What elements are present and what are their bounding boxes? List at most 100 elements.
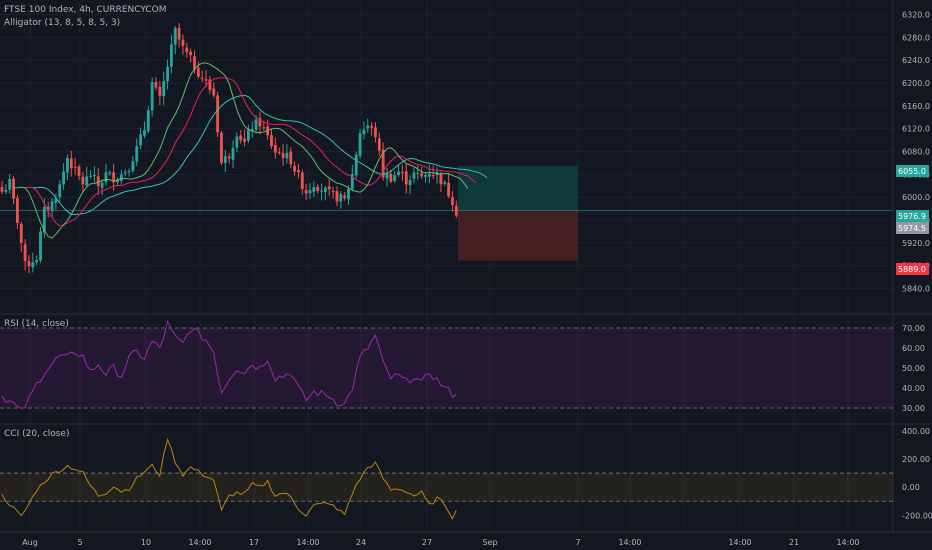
candle-body — [46, 206, 50, 210]
candle-body — [239, 135, 243, 141]
candle-body — [62, 171, 65, 185]
candle-body — [131, 161, 135, 172]
rsi-tick-label: 70.00 — [902, 324, 925, 333]
candle-body — [404, 171, 408, 185]
candle-body — [316, 186, 320, 191]
time-tick-label: 7 — [575, 538, 580, 547]
candle-body — [300, 172, 304, 189]
time-axis[interactable]: Aug 5 10 14:00 17 14:00 24 27 Sep 7 14:00 14:00 21 14… — [22, 538, 859, 547]
price-tick-label: 6280.0 — [902, 33, 930, 42]
candle-body — [42, 207, 46, 233]
candle-body — [247, 129, 250, 141]
candle-body — [227, 156, 231, 159]
candle-body — [139, 134, 142, 146]
candle-body — [347, 189, 350, 200]
candle-body — [343, 195, 347, 198]
candle-body — [231, 147, 235, 160]
candle-body — [393, 174, 397, 181]
candle-body — [31, 262, 35, 268]
price-tick-label: 6320.0 — [902, 11, 930, 20]
candle-body — [273, 145, 277, 153]
rsi-band — [0, 328, 893, 408]
alligator-layer — [13, 62, 488, 239]
candle-body — [297, 170, 300, 173]
candle-body — [177, 27, 181, 40]
candle-body — [39, 231, 42, 261]
time-tick-label: 14:00 — [618, 538, 641, 547]
candle-body — [173, 28, 177, 45]
position-zones[interactable] — [0, 165, 893, 261]
candle-body — [281, 153, 285, 159]
candle-body — [327, 186, 331, 190]
time-tick-label: 14:00 — [836, 538, 859, 547]
candle-body — [374, 127, 377, 137]
candle-body — [208, 79, 212, 90]
candle-body — [427, 174, 431, 177]
price-tick-label: 6080.0 — [902, 148, 930, 157]
candle-body — [23, 244, 27, 261]
candle-body — [339, 194, 343, 202]
price-tick-label: 6200.0 — [902, 79, 930, 88]
candle-body — [424, 174, 427, 177]
candle-body — [166, 66, 169, 82]
candle-body — [123, 172, 127, 174]
rsi-tick-label: 40.00 — [902, 384, 925, 393]
price-tick-label: 6240.0 — [902, 56, 930, 65]
candle-body — [331, 190, 335, 192]
cci-tick-label: 400.00 — [902, 427, 930, 436]
candle-body — [154, 81, 158, 88]
candle-body — [451, 197, 454, 205]
candle-body — [324, 187, 327, 192]
candle-body — [181, 39, 185, 46]
candle-body — [135, 146, 139, 162]
time-tick-label: 14:00 — [296, 538, 319, 547]
cci-line — [1, 438, 457, 520]
candle-body — [196, 67, 200, 77]
candle-body — [100, 182, 104, 188]
candle-body — [204, 79, 208, 81]
candle-body — [93, 175, 96, 177]
profit-zone[interactable] — [458, 165, 578, 211]
candle-body — [12, 178, 15, 199]
price-tick-label: 6120.0 — [902, 125, 930, 134]
candle-body — [116, 179, 119, 183]
alligator-line-lips — [13, 62, 469, 239]
candle-body — [289, 151, 293, 165]
candle-body — [293, 165, 296, 172]
rsi-legend[interactable]: RSI (14, close) — [4, 319, 69, 329]
candle-body — [16, 198, 19, 223]
candle-body — [220, 132, 223, 163]
loss-zone[interactable] — [458, 210, 578, 261]
candle-body — [431, 175, 435, 177]
candle-body — [335, 191, 339, 202]
candle-body — [4, 189, 8, 192]
candle-body — [216, 95, 219, 133]
price-tick-label: 6160.0 — [902, 102, 930, 111]
rsi-line — [1, 320, 457, 409]
candle-body — [416, 172, 420, 174]
candle-body — [81, 176, 85, 185]
cci-legend[interactable]: CCI (20, close) — [4, 429, 69, 439]
candle-body — [358, 133, 362, 156]
candle-body — [254, 119, 258, 130]
price-tick-label: 5920.0 — [902, 239, 930, 248]
candle-body — [146, 110, 150, 132]
candle-body — [89, 175, 92, 177]
candle-body — [112, 172, 116, 183]
candle-body — [127, 170, 131, 172]
candle-body — [96, 176, 100, 187]
candle-body — [389, 173, 393, 182]
symbol-title[interactable]: FTSE 100 Index, 4h, CURRENCYCOM — [4, 5, 167, 15]
candle-body — [77, 166, 81, 176]
candle-body — [54, 198, 58, 203]
alligator-legend[interactable]: Alligator (13, 8, 5, 8, 5, 3) — [4, 18, 120, 28]
candle-body — [85, 176, 89, 186]
candle-body — [285, 152, 289, 159]
candle-body — [104, 172, 108, 182]
target-price-label: 6055.0 — [898, 167, 926, 176]
candle-body — [212, 88, 216, 96]
candle-body — [158, 86, 162, 97]
time-tick-label: 24 — [356, 538, 366, 547]
